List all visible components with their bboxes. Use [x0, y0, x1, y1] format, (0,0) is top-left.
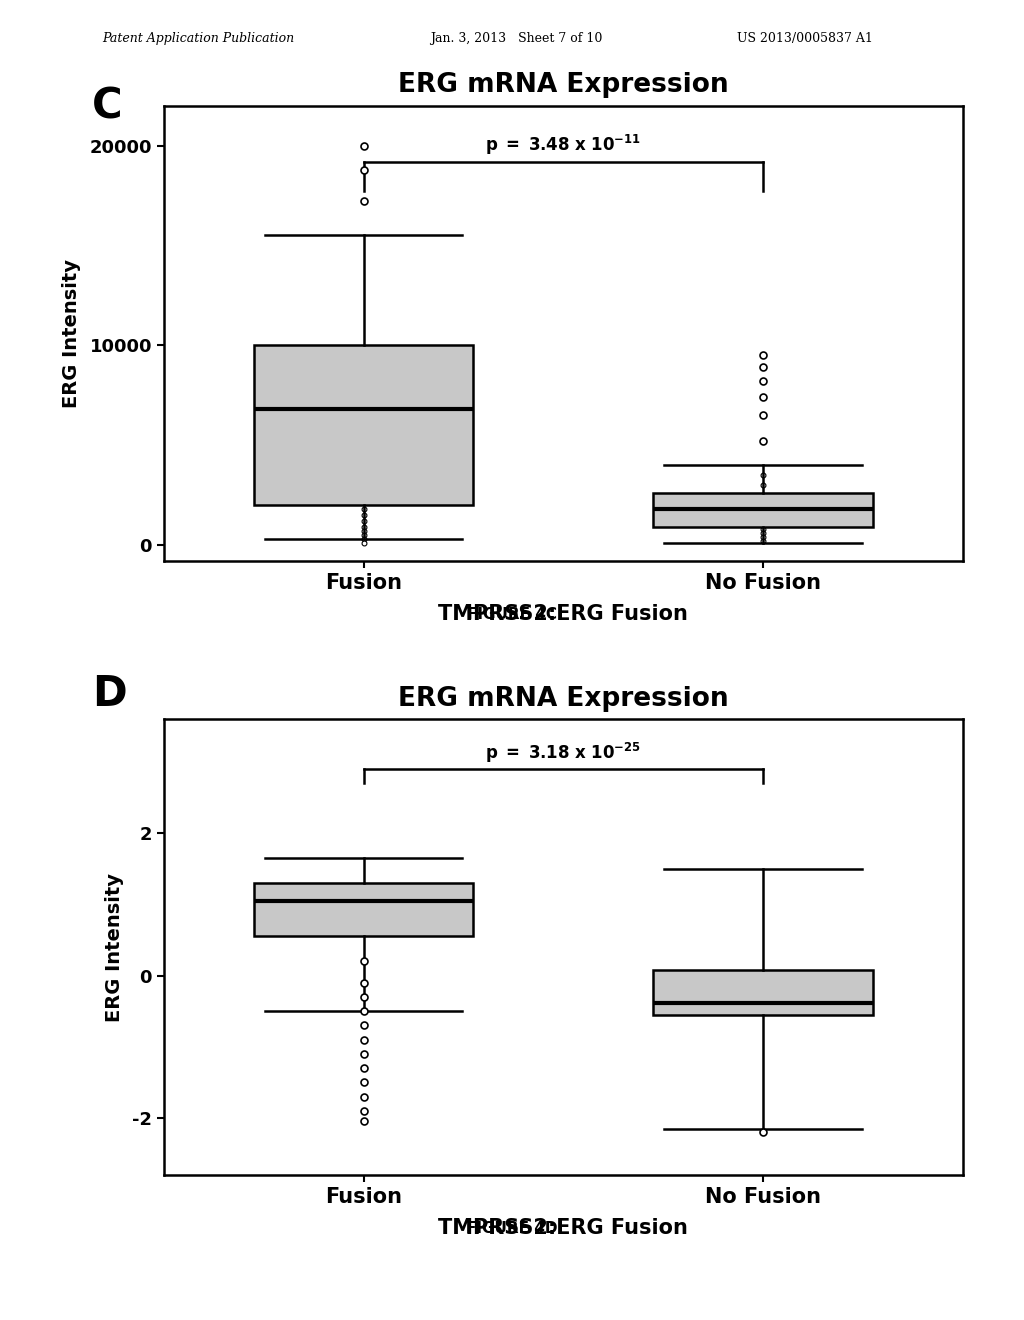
Text: FIGURE 4C: FIGURE 4C: [467, 607, 557, 622]
Bar: [653, 494, 872, 527]
Text: Jan. 3, 2013   Sheet 7 of 10: Jan. 3, 2013 Sheet 7 of 10: [430, 33, 602, 45]
Title: ERG mRNA Expression: ERG mRNA Expression: [398, 685, 728, 711]
Text: Patent Application Publication: Patent Application Publication: [102, 33, 295, 45]
X-axis label: TMPRSS2:ERG Fusion: TMPRSS2:ERG Fusion: [438, 605, 688, 624]
Bar: [653, 970, 872, 1015]
X-axis label: TMPRSS2:ERG Fusion: TMPRSS2:ERG Fusion: [438, 1218, 688, 1238]
Title: ERG mRNA Expression: ERG mRNA Expression: [398, 71, 728, 98]
Text: $\mathbf{p\ =\ 3.48\ x\ 10^{-11}}$: $\mathbf{p\ =\ 3.48\ x\ 10^{-11}}$: [485, 133, 641, 157]
Y-axis label: ERG Intensity: ERG Intensity: [104, 873, 124, 1022]
Text: $\mathbf{p\ =\ 3.18\ x\ 10^{-25}}$: $\mathbf{p\ =\ 3.18\ x\ 10^{-25}}$: [485, 741, 641, 764]
Text: C: C: [92, 86, 123, 128]
Y-axis label: ERG Intensity: ERG Intensity: [62, 259, 81, 408]
Text: D: D: [92, 673, 127, 715]
Text: FIGURE 4D: FIGURE 4D: [466, 1221, 558, 1236]
Bar: [254, 883, 473, 936]
Text: US 2013/0005837 A1: US 2013/0005837 A1: [737, 33, 873, 45]
Bar: [254, 346, 473, 506]
